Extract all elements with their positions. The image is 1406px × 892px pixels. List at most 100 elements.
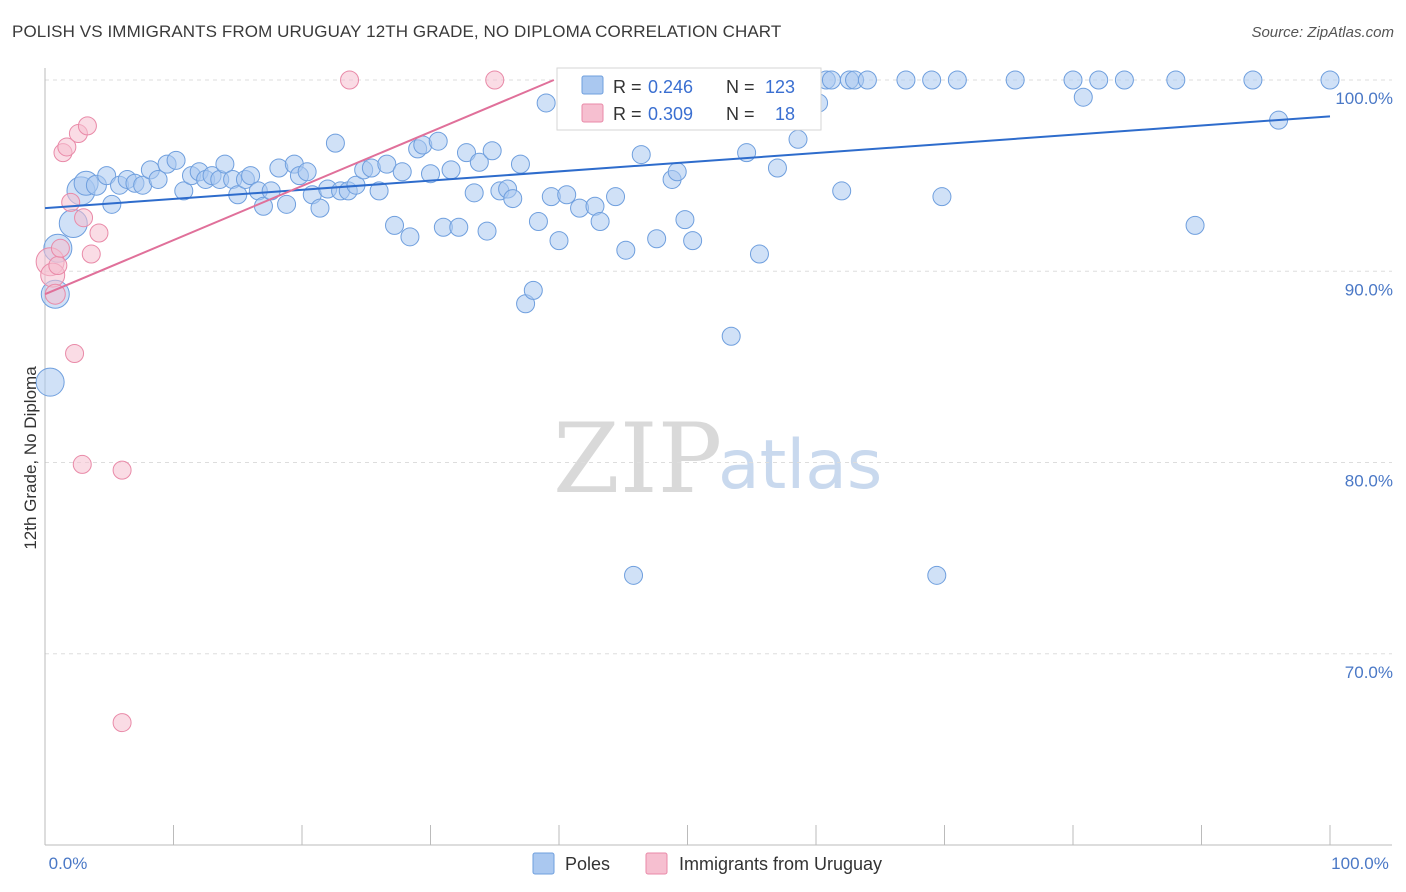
point-poles xyxy=(667,162,687,182)
point-poles xyxy=(392,162,412,182)
point-poles xyxy=(464,183,484,203)
point-poles xyxy=(385,215,405,235)
stats-n-value-poles: 123 xyxy=(765,77,795,97)
point-uruguay xyxy=(112,713,132,733)
point-poles xyxy=(631,145,651,165)
data-points xyxy=(35,70,1340,733)
y-axis-title: 12th Grade, No Diploma xyxy=(21,366,40,550)
point-poles xyxy=(1089,70,1109,90)
point-poles xyxy=(428,131,448,151)
point-poles xyxy=(788,129,808,149)
x-tick-label-min: 0.0% xyxy=(49,854,88,873)
stats-n-value-uruguay: 18 xyxy=(775,104,795,124)
point-poles xyxy=(1320,70,1340,90)
point-poles xyxy=(482,141,502,161)
point-poles xyxy=(297,162,317,182)
point-uruguay xyxy=(50,238,70,258)
y-tick-label: 100.0% xyxy=(1335,89,1393,108)
stats-r-value-poles: 0.246 xyxy=(648,77,693,97)
point-uruguay xyxy=(81,244,101,264)
y-tick-label: 80.0% xyxy=(1345,472,1393,491)
point-poles xyxy=(400,227,420,247)
point-poles xyxy=(523,280,543,300)
point-uruguay xyxy=(74,208,94,228)
chart-title: POLISH VS IMMIGRANTS FROM URUGUAY 12TH G… xyxy=(12,22,782,41)
point-poles xyxy=(857,70,877,90)
point-poles xyxy=(148,169,168,189)
point-poles xyxy=(325,133,345,153)
point-uruguay xyxy=(57,137,77,157)
stats-r-label-uruguay: R = xyxy=(613,104,642,124)
watermark-atlas: atlas xyxy=(718,426,882,505)
point-poles xyxy=(683,231,703,251)
point-uruguay xyxy=(72,454,92,474)
point-poles xyxy=(675,210,695,230)
point-poles xyxy=(456,143,476,163)
point-poles xyxy=(590,212,610,232)
point-poles xyxy=(1185,215,1205,235)
point-poles xyxy=(536,93,556,113)
point-uruguay xyxy=(77,116,97,136)
point-poles xyxy=(616,240,636,260)
axes: 100.0% 90.0% 80.0% 70.0% xyxy=(44,68,1393,846)
point-poles xyxy=(767,158,787,178)
point-poles xyxy=(922,70,942,90)
stats-n-label-poles: N = xyxy=(726,77,755,97)
point-poles xyxy=(932,187,952,207)
point-uruguay xyxy=(89,223,109,243)
legend-swatch-uruguay xyxy=(645,852,668,875)
trend-lines xyxy=(44,79,1331,296)
source-label: Source: ZipAtlas.com xyxy=(1251,24,1394,41)
point-uruguay xyxy=(485,70,505,90)
watermark-zip: ZIP xyxy=(553,403,722,515)
stats-n-label-uruguay: N = xyxy=(726,104,755,124)
point-poles xyxy=(35,367,65,397)
point-poles xyxy=(441,160,461,180)
grid xyxy=(45,79,1392,655)
point-poles xyxy=(1063,70,1083,90)
point-uruguay xyxy=(340,70,360,90)
point-poles xyxy=(1073,87,1093,107)
legend-label-poles: Poles xyxy=(565,854,610,874)
point-uruguay xyxy=(61,192,81,212)
point-poles xyxy=(469,152,489,172)
point-poles xyxy=(721,326,741,346)
point-uruguay xyxy=(112,460,132,480)
point-poles xyxy=(821,70,841,90)
point-poles xyxy=(421,164,440,184)
point-poles xyxy=(896,70,916,90)
point-poles xyxy=(174,181,194,201)
point-poles xyxy=(510,154,530,174)
stats-swatch-poles xyxy=(581,75,604,95)
point-poles xyxy=(1166,70,1186,90)
point-poles xyxy=(1114,70,1134,90)
point-poles xyxy=(624,565,644,585)
point-poles xyxy=(606,187,626,207)
point-poles xyxy=(310,198,330,218)
x-tick-label-max: 100.0% xyxy=(1331,854,1389,873)
stats-box: R = 0.246 N = 123 R = 0.309 N = 18 xyxy=(556,67,822,131)
point-poles xyxy=(377,154,397,174)
trend-line-uruguay xyxy=(44,79,555,296)
trend-line-poles xyxy=(44,115,1331,210)
point-poles xyxy=(749,244,769,264)
point-poles xyxy=(241,166,261,186)
point-poles xyxy=(277,194,297,214)
legend-label-uruguay: Immigrants from Uruguay xyxy=(679,854,882,874)
point-uruguay xyxy=(65,343,85,363)
stats-swatch-uruguay xyxy=(581,103,604,123)
point-poles xyxy=(927,565,947,585)
point-poles xyxy=(369,181,389,201)
point-poles xyxy=(1243,70,1263,90)
point-poles xyxy=(503,189,523,209)
point-poles xyxy=(549,231,569,251)
legend-swatch-poles xyxy=(532,852,555,875)
point-poles xyxy=(166,150,186,170)
y-tick-label: 90.0% xyxy=(1345,280,1393,299)
point-poles xyxy=(528,212,548,232)
point-uruguay xyxy=(48,256,68,276)
point-poles xyxy=(557,185,577,205)
point-poles xyxy=(947,70,967,90)
point-poles xyxy=(449,217,469,237)
